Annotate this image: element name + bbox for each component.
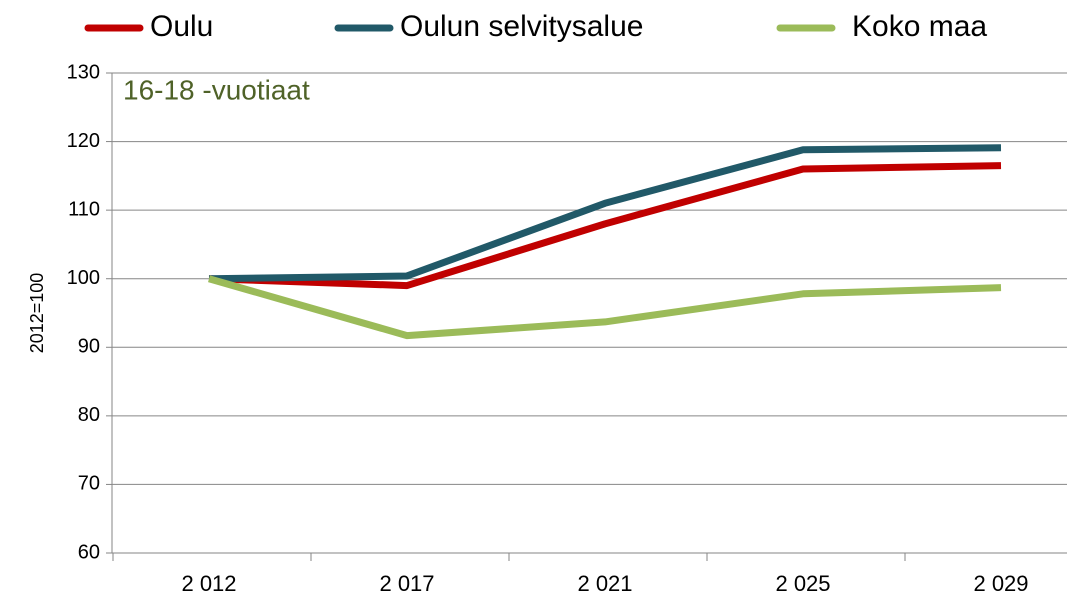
annotation: 16-18 -vuotiaat xyxy=(123,74,310,105)
legend-label: Koko maa xyxy=(852,10,987,43)
x-tick-label: 2 021 xyxy=(577,571,632,596)
series-line xyxy=(208,162,1002,290)
y-axis-label: 2012=100 xyxy=(27,273,47,354)
y-tick-label: 80 xyxy=(78,404,100,426)
y-tick-label: 120 xyxy=(67,130,100,152)
x-tick-label: 2 025 xyxy=(775,571,830,596)
y-tick-label: 110 xyxy=(68,198,100,220)
y-tick-label: 60 xyxy=(78,541,100,563)
y-tick-label: 70 xyxy=(78,473,100,495)
x-tick-label: 2 029 xyxy=(973,571,1028,596)
series-line xyxy=(208,144,1002,283)
legend-label: Oulun selvitysalue xyxy=(400,10,643,43)
y-tick-label: 100 xyxy=(67,267,100,289)
legend-label: Oulu xyxy=(150,10,213,43)
x-tick-label: 2 017 xyxy=(379,571,434,596)
x-tick-label: 2 012 xyxy=(181,571,236,596)
y-tick-label: 90 xyxy=(78,336,100,358)
y-tick-label: 130 xyxy=(67,61,100,83)
series-line xyxy=(208,275,1002,340)
